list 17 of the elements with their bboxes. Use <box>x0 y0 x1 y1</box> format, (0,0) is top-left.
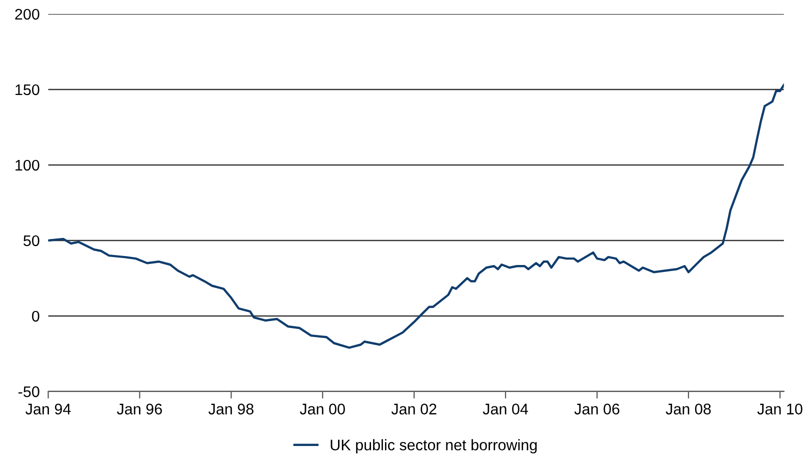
legend-label: UK public sector net borrowing <box>330 439 537 454</box>
x-tick-label: Jan 04 <box>482 404 528 414</box>
y-tick-label: 100 <box>16 160 40 171</box>
x-tick-label: Jan 00 <box>300 404 345 414</box>
x-tick-label: Jan 06 <box>574 404 620 414</box>
x-tick-label: Jan 98 <box>208 404 254 414</box>
y-tick-label: 50 <box>24 235 40 246</box>
x-tick-label: Jan 08 <box>666 404 711 414</box>
y-tick-label: 200 <box>15 8 40 20</box>
y-tick-label: -50 <box>18 386 40 398</box>
x-tick-label: Jan 94 <box>26 404 71 414</box>
x-tick-label: Jan 02 <box>391 404 436 414</box>
x-tick-label: Jan 96 <box>116 404 162 414</box>
x-tick-label: Jan 10 <box>757 404 802 414</box>
y-tick-label: 0 <box>32 310 40 322</box>
line-series <box>48 84 784 349</box>
y-tick-label: 150 <box>16 84 40 96</box>
